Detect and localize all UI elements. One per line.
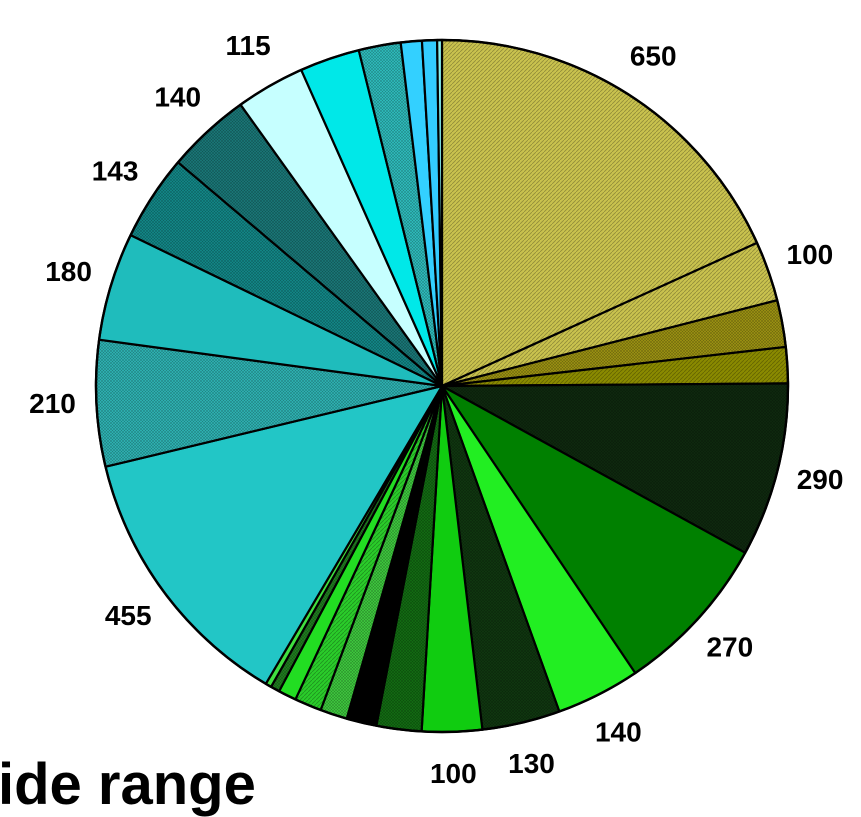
pie-labels: 650 100 290 270 140 130 100 455 210 180 143 140 115 bbox=[29, 30, 843, 789]
pie-slice-texture bbox=[442, 300, 786, 386]
pie-outline bbox=[94, 38, 790, 734]
pie-slice-texture bbox=[358, 42, 442, 386]
pie-slice-texture bbox=[295, 386, 442, 711]
pie-label-2: 100 bbox=[787, 239, 834, 270]
pie-label-22: 115 bbox=[226, 30, 271, 61]
pie-slices bbox=[94, 38, 790, 734]
pie-slice-texture bbox=[95, 339, 442, 467]
pie-label-17: 455 bbox=[105, 600, 152, 631]
pie-label-21: 140 bbox=[154, 82, 201, 113]
pie-slice-texture bbox=[442, 242, 778, 386]
pie-chart: 650 100 290 270 140 130 100 455 210 180 143 140 115 bbox=[29, 30, 843, 789]
pie-slice-texture bbox=[442, 383, 788, 553]
pie-slice-texture bbox=[442, 386, 560, 730]
pie-slice-texture bbox=[130, 162, 443, 386]
pie-slice-texture bbox=[178, 104, 442, 386]
pie-label-7: 140 bbox=[595, 716, 642, 747]
pie-label-18: 210 bbox=[29, 388, 76, 419]
pie-label-20: 143 bbox=[92, 156, 139, 187]
pie-label-9: 100 bbox=[430, 758, 477, 789]
pie-label-1: 650 bbox=[630, 40, 677, 71]
pie-label-6: 270 bbox=[706, 632, 753, 663]
bottom-caption: ide range bbox=[0, 752, 256, 817]
pie-label-5: 290 bbox=[797, 464, 844, 495]
chart-root: 650 100 290 270 140 130 100 455 210 180 143 140 115 … bbox=[0, 30, 843, 814]
pie-slice-texture bbox=[442, 40, 758, 386]
pie-slice-texture bbox=[442, 346, 788, 386]
pie-label-19: 180 bbox=[45, 256, 92, 287]
pie-label-8: 130 bbox=[508, 748, 555, 779]
